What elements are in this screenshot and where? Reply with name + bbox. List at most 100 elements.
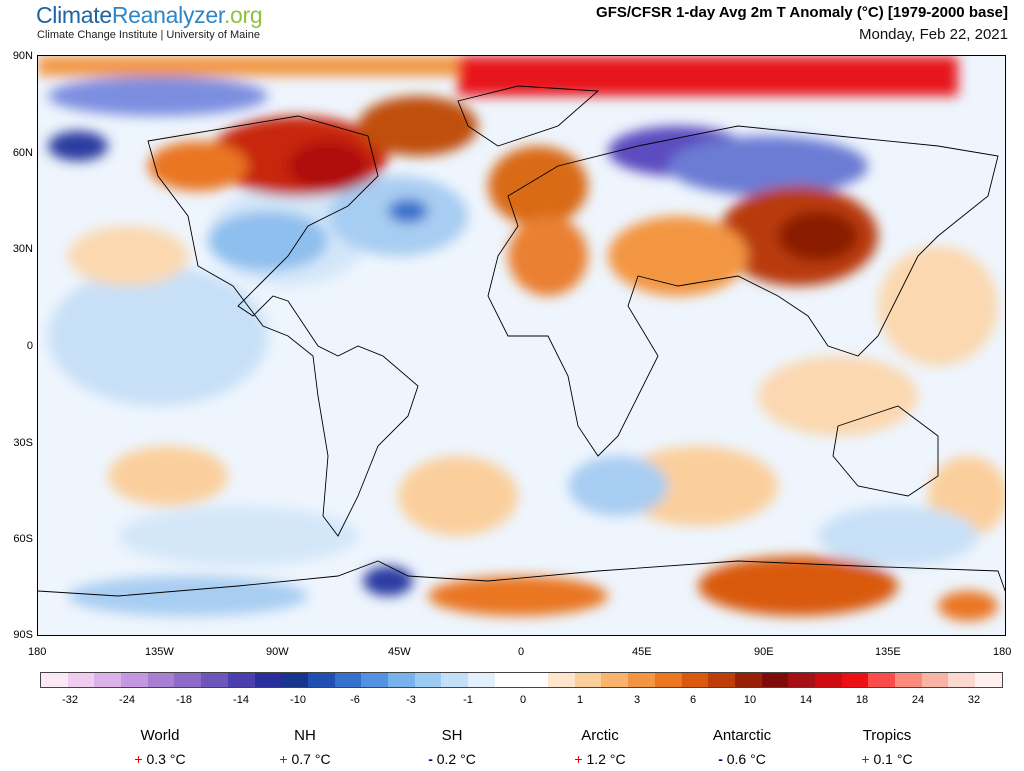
stat-value: - 0.2 °C (428, 751, 476, 767)
anomaly-map (37, 55, 1006, 636)
colorbar-swatch (708, 673, 735, 687)
lat-label-60n: 60N (12, 147, 33, 159)
colorbar-swatch (494, 673, 522, 687)
colorbar-swatch (174, 673, 202, 687)
stat-sign: + (574, 751, 587, 767)
colorbar-label: -6 (350, 694, 360, 706)
colorbar-swatch (654, 673, 682, 687)
lat-label-90s: 90S (13, 629, 33, 641)
site-logo[interactable]: ClimateReanalyzer.org (36, 2, 263, 29)
stat-sign: + (861, 751, 874, 767)
colorbar-label: 1 (576, 694, 584, 706)
colorbar-label: -1 (463, 694, 473, 706)
stat-name: World (140, 727, 180, 744)
colorbar-swatch (574, 673, 602, 687)
lat-label-30n: 30N (12, 243, 33, 255)
stat-number: 0.1 °C (873, 751, 913, 767)
stat-number: 0.3 °C (146, 751, 186, 767)
logo-part-1: Climate (36, 2, 112, 28)
colorbar-label: -3 (406, 694, 416, 706)
colorbar-swatch (281, 673, 308, 687)
colorbar-swatch (227, 673, 255, 687)
colorbar-swatch (307, 673, 335, 687)
colorbar-swatch (414, 673, 442, 687)
colorbar-swatch (254, 673, 282, 687)
stat-sign: + (279, 751, 292, 767)
lon-label-135w: 135W (145, 646, 174, 658)
colorbar-label: 3 (633, 694, 641, 706)
lon-label-135e: 135E (875, 646, 901, 658)
lat-label-90n: 90N (12, 50, 33, 62)
colorbar-swatch (734, 673, 762, 687)
stat-number: 0.2 °C (436, 751, 476, 767)
colorbar-swatch (921, 673, 949, 687)
colorbar-swatch (521, 673, 549, 687)
colorbar-swatch (201, 673, 228, 687)
stat-sign: + (134, 751, 147, 767)
logo-part-2: Reanalyzer (111, 2, 224, 28)
stat-number: 0.6 °C (726, 751, 766, 767)
colorbar-swatch (681, 673, 709, 687)
colorbar-label: 14 (799, 694, 813, 706)
colorbar-label: 18 (855, 694, 869, 706)
stat-number: 0.7 °C (291, 751, 331, 767)
colorbar-swatch (788, 673, 815, 687)
stat-value: - 0.6 °C (718, 751, 766, 767)
colorbar-swatch (975, 673, 1002, 687)
colorbar-swatch (334, 673, 362, 687)
lon-label-0: 0 (518, 646, 525, 658)
stat-name: NH (294, 727, 316, 744)
colorbar-label: 32 (967, 694, 981, 706)
lon-label-90w: 90W (266, 646, 289, 658)
colorbar-label: -18 (176, 694, 192, 706)
stat-value: + 1.2 °C (574, 751, 625, 767)
lon-label-45w: 45W (388, 646, 411, 658)
coastlines (38, 85, 1005, 597)
stat-number: 1.2 °C (586, 751, 626, 767)
stat-value: + 0.1 °C (861, 751, 912, 767)
colorbar-label: 0 (519, 694, 527, 706)
anomaly-map-svg (38, 56, 1005, 635)
map-date: Monday, Feb 22, 2021 (859, 26, 1008, 43)
colorbar-label: -10 (290, 694, 306, 706)
colorbar-swatch (948, 673, 976, 687)
colorbar-swatch (147, 673, 175, 687)
lon-label-180e: 180 (993, 646, 1012, 658)
colorbar-swatch (41, 673, 68, 687)
colorbar-swatch (361, 673, 388, 687)
colorbar-swatch (814, 673, 842, 687)
colorbar-swatch (121, 673, 148, 687)
anomaly-field (38, 56, 1005, 621)
colorbar-swatch (387, 673, 415, 687)
logo-subtitle: Climate Change Institute | University of… (37, 29, 260, 41)
colorbar-swatch (868, 673, 895, 687)
stat-sign: - (428, 751, 437, 767)
colorbar-swatch (895, 673, 922, 687)
lat-label-60s: 60S (13, 533, 33, 545)
colorbar-label: -24 (119, 694, 135, 706)
lat-label-0: 0 (26, 340, 33, 352)
lon-label-45e: 45E (632, 646, 652, 658)
colorbar-swatch (67, 673, 95, 687)
colorbar-label: 24 (911, 694, 925, 706)
stat-name: Antarctic (712, 727, 772, 744)
lat-label-30s: 30S (13, 437, 33, 449)
colorbar-swatch (601, 673, 629, 687)
stat-name: Arctic (581, 727, 619, 744)
lon-label-90e: 90E (754, 646, 774, 658)
colorbar-swatch (468, 673, 495, 687)
colorbar-swatch (94, 673, 122, 687)
colorbar-swatch (441, 673, 468, 687)
colorbar-label: 6 (689, 694, 697, 706)
map-title: GFS/CFSR 1-day Avg 2m T Anomaly (°C) [19… (596, 4, 1008, 21)
colorbar-swatch (628, 673, 655, 687)
colorbar-swatch (761, 673, 789, 687)
colorbar-label: -32 (62, 694, 78, 706)
colorbar-swatch (841, 673, 869, 687)
stat-value: + 0.3 °C (134, 751, 185, 767)
stat-sign: - (718, 751, 727, 767)
colorbar-label: -14 (233, 694, 249, 706)
stat-name: SH (441, 727, 463, 744)
stat-name: Tropics (862, 727, 912, 744)
colorbar-swatch (548, 673, 575, 687)
